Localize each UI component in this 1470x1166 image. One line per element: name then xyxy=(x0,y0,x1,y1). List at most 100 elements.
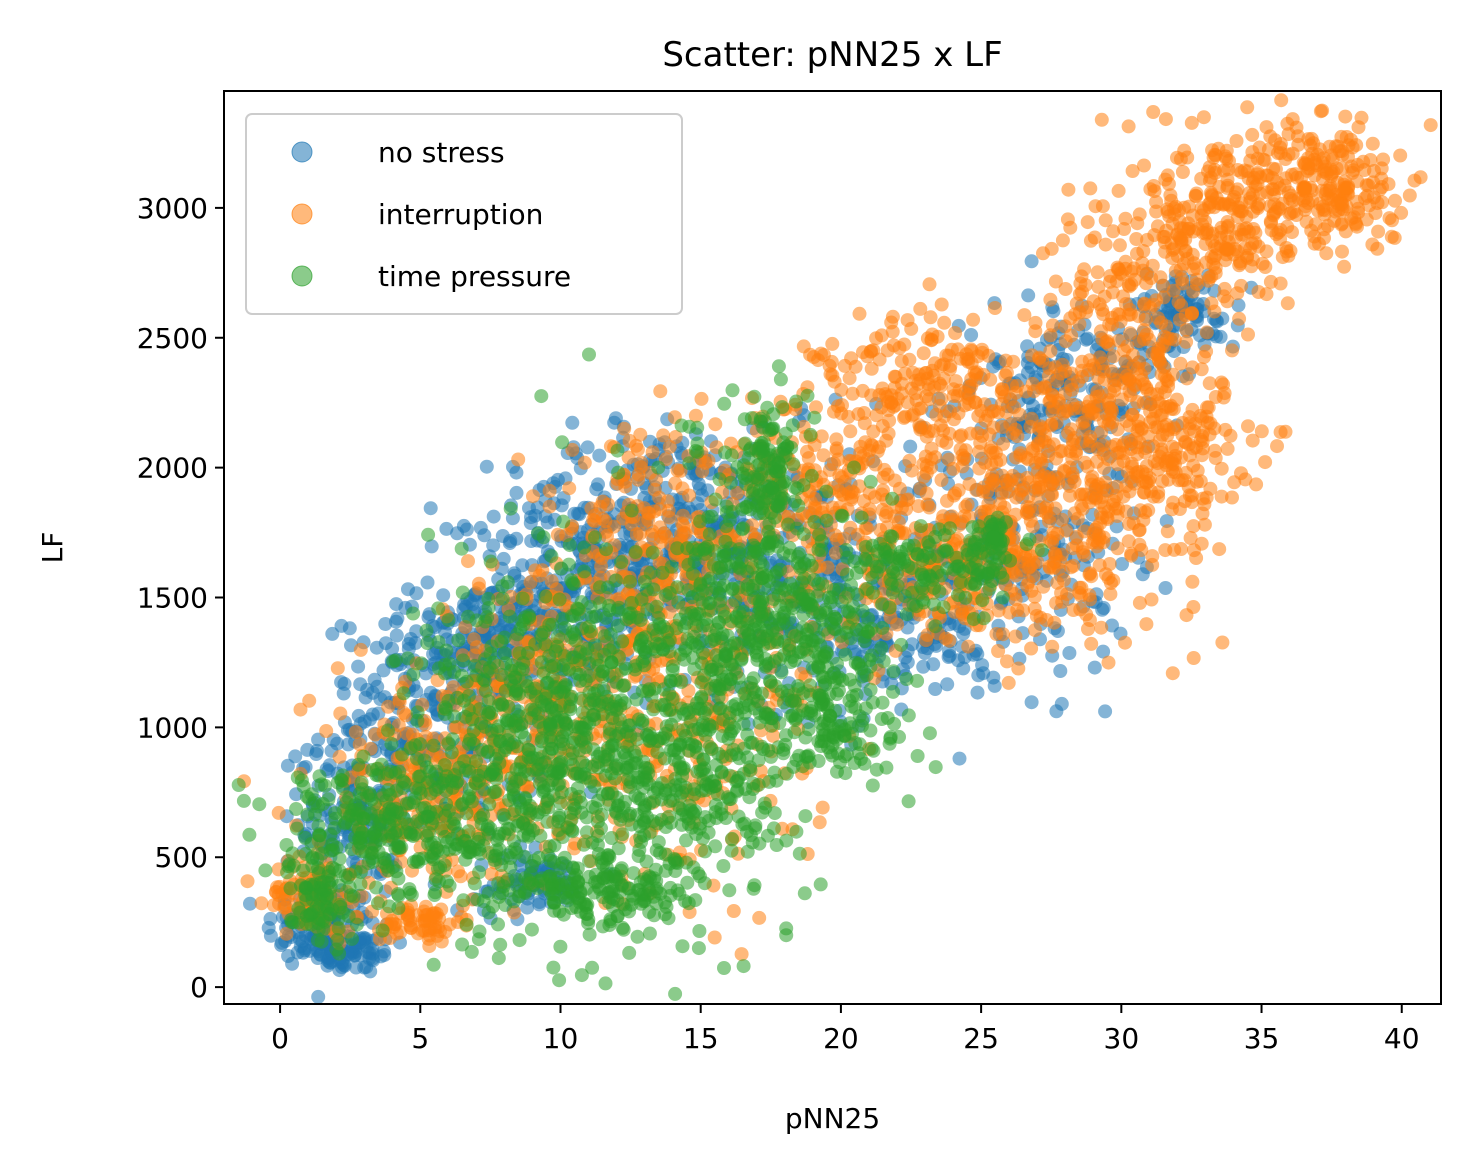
data-point xyxy=(351,659,366,674)
data-point xyxy=(1126,261,1141,276)
data-point xyxy=(678,526,693,541)
data-point xyxy=(524,510,538,525)
data-point xyxy=(1179,371,1194,386)
data-point xyxy=(1208,166,1223,180)
data-point xyxy=(319,724,334,738)
data-point xyxy=(1125,408,1140,422)
data-point xyxy=(864,388,879,403)
data-point xyxy=(1008,629,1023,644)
data-point xyxy=(1183,531,1198,545)
data-point xyxy=(1106,573,1121,588)
data-point xyxy=(1186,600,1201,614)
data-point xyxy=(1005,468,1020,483)
data-point xyxy=(399,708,413,723)
data-point xyxy=(825,336,840,351)
data-point xyxy=(1181,216,1196,231)
data-point xyxy=(1084,636,1099,651)
data-point xyxy=(829,443,844,458)
data-point xyxy=(365,946,380,961)
data-point xyxy=(320,950,335,965)
data-point xyxy=(404,898,418,913)
data-point xyxy=(1118,297,1133,311)
data-point xyxy=(726,904,741,918)
data-point xyxy=(565,415,580,430)
data-point xyxy=(1024,641,1039,656)
data-point xyxy=(279,926,294,941)
data-point xyxy=(660,494,675,509)
data-point xyxy=(1158,369,1172,384)
data-point xyxy=(708,417,723,432)
data-point xyxy=(922,277,937,292)
data-point xyxy=(1042,474,1057,489)
data-point xyxy=(332,749,347,764)
data-point xyxy=(902,352,917,367)
data-point xyxy=(1144,271,1159,285)
data-point xyxy=(1082,394,1097,409)
data-point xyxy=(1205,143,1220,158)
data-point xyxy=(1094,425,1109,440)
data-point xyxy=(405,727,420,742)
data-point xyxy=(1045,639,1060,654)
data-point xyxy=(695,464,710,479)
data-point xyxy=(544,574,559,589)
data-point xyxy=(1220,220,1235,235)
data-point xyxy=(542,483,557,498)
data-point xyxy=(1005,378,1019,393)
data-point xyxy=(1156,278,1171,293)
data-point xyxy=(825,368,840,383)
data-point xyxy=(401,637,416,651)
data-point xyxy=(1138,312,1153,327)
data-point xyxy=(1165,666,1180,681)
data-point xyxy=(1178,232,1193,247)
data-point xyxy=(1090,265,1105,280)
data-point xyxy=(254,896,269,911)
data-point xyxy=(1055,233,1070,248)
data-point xyxy=(580,440,595,455)
data-point xyxy=(1073,588,1088,603)
data-point xyxy=(1095,199,1110,214)
data-point xyxy=(1021,575,1036,589)
data-point xyxy=(1121,534,1136,549)
data-point xyxy=(1144,592,1159,607)
data-point xyxy=(472,581,486,596)
data-point xyxy=(1020,500,1035,514)
data-point xyxy=(1280,296,1295,311)
data-point xyxy=(645,445,660,460)
data-point xyxy=(1158,581,1173,595)
data-point xyxy=(1173,356,1188,371)
data-point xyxy=(1163,188,1178,203)
data-point xyxy=(978,455,993,470)
data-point xyxy=(1064,422,1079,437)
data-point xyxy=(880,467,895,482)
data-point xyxy=(1001,675,1016,690)
data-point xyxy=(404,921,419,936)
data-point xyxy=(1063,560,1078,575)
data-point xyxy=(676,508,690,523)
data-point xyxy=(1153,356,1168,371)
data-point xyxy=(451,864,465,879)
data-point xyxy=(1198,237,1213,252)
data-point xyxy=(966,312,981,327)
data-point xyxy=(409,586,424,601)
data-point xyxy=(656,428,671,443)
data-point xyxy=(617,421,632,436)
data-point xyxy=(565,442,580,457)
data-point xyxy=(389,597,404,612)
data-point xyxy=(837,531,852,546)
data-point xyxy=(1159,514,1174,529)
data-point xyxy=(1072,317,1087,332)
data-point xyxy=(1036,579,1051,594)
data-point xyxy=(1139,380,1154,395)
data-point xyxy=(502,536,517,551)
data-point xyxy=(600,528,614,543)
data-point xyxy=(981,503,996,518)
data-point xyxy=(409,624,424,639)
data-point xyxy=(1080,215,1095,230)
data-point xyxy=(370,679,385,694)
data-point xyxy=(1150,219,1165,234)
data-point xyxy=(1096,644,1111,659)
data-point xyxy=(1143,182,1158,197)
data-point xyxy=(1000,654,1014,669)
data-point xyxy=(917,646,932,660)
data-point xyxy=(1028,324,1043,339)
